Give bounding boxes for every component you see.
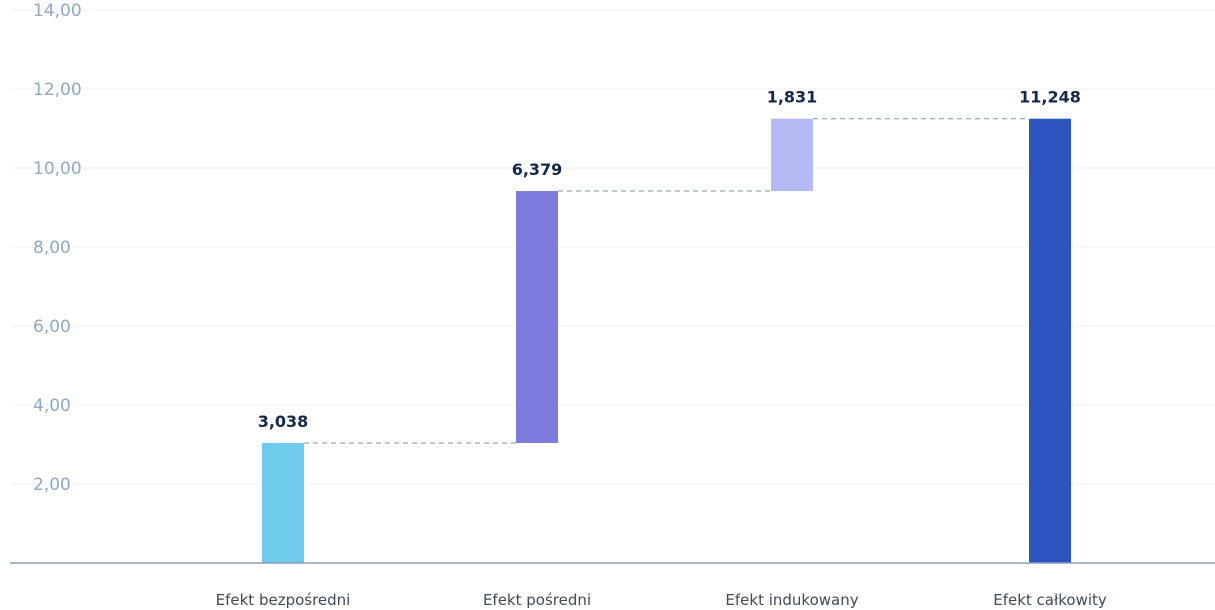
- y-tick-label: 10,00: [33, 159, 82, 179]
- bar-value-label: 11,248: [1019, 88, 1081, 107]
- bar: [516, 191, 558, 443]
- bar-value-label: 3,038: [258, 412, 309, 431]
- bar-value-label: 1,831: [767, 88, 818, 107]
- y-tick-label: 12,00: [33, 80, 82, 100]
- bar-value-label: 6,379: [512, 160, 563, 179]
- connector-lines: [304, 118, 1029, 444]
- y-tick-label: 2,00: [33, 475, 71, 495]
- category-label: Efekt indukowany: [725, 591, 858, 609]
- grid-lines: [10, 9, 1215, 485]
- y-axis-ticks: 2,00 4,00 6,00 8,00 10,00 12,00 14,00: [33, 1, 82, 495]
- x-axis-categories: Efekt bezpośredni Efekt pośredni Efekt ind…: [216, 591, 1107, 609]
- category-label: Efekt bezpośredni: [216, 591, 351, 609]
- bar: [1029, 118, 1071, 563]
- y-tick-label: 4,00: [33, 396, 71, 416]
- category-label: Efekt pośredni: [483, 591, 591, 609]
- bar: [771, 118, 813, 192]
- y-tick-label: 8,00: [33, 238, 71, 258]
- bars: [262, 118, 1071, 563]
- data-labels: 3,038 6,379 1,831 11,248: [258, 88, 1081, 431]
- bar: [262, 442, 304, 563]
- category-label: Efekt całkowity: [993, 591, 1107, 609]
- y-tick-label: 14,00: [33, 1, 82, 21]
- y-tick-label: 6,00: [33, 317, 71, 337]
